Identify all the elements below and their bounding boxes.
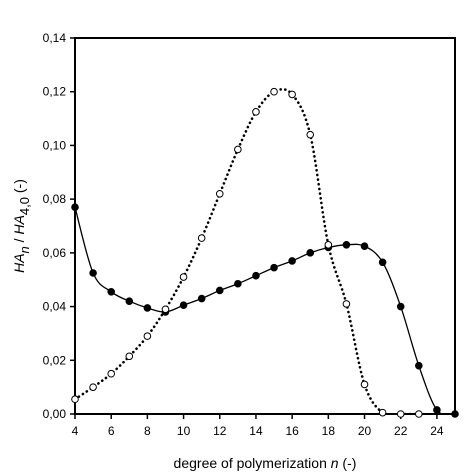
series-2-point — [306, 130, 315, 139]
series-1-point — [433, 406, 441, 414]
series-1-point — [197, 294, 206, 303]
series-2-point — [415, 410, 423, 418]
x-tick-label: 8 — [144, 424, 151, 438]
series-1-point — [252, 271, 260, 280]
y-tick-label: 0,08 — [43, 192, 67, 206]
series-1-point — [215, 286, 224, 295]
series-2-point — [179, 273, 188, 281]
series-2-line — [75, 87, 421, 414]
series-1-point — [360, 242, 369, 250]
series-1-point — [143, 304, 152, 312]
series-2-point — [143, 332, 152, 340]
series-2-point — [252, 108, 260, 116]
series-1-point — [89, 269, 97, 277]
series-2-point — [270, 87, 278, 96]
series-2-point — [360, 380, 369, 389]
series-2-point — [324, 241, 333, 249]
series-1-point — [415, 361, 423, 370]
series-2-point — [71, 395, 79, 404]
series-2-point — [125, 352, 134, 361]
x-tick-label: 16 — [285, 424, 299, 438]
series-2-point — [234, 145, 242, 154]
series-2-point — [161, 305, 170, 314]
x-tick-label: 14 — [249, 424, 263, 438]
series-1-point — [378, 258, 387, 267]
series-1-point — [179, 301, 188, 310]
series-2-point — [288, 90, 296, 99]
x-tick-label: 22 — [394, 424, 408, 438]
x-tick-label: 6 — [108, 424, 115, 438]
x-tick-label: 18 — [322, 424, 336, 438]
series-2-point — [215, 189, 224, 198]
x-tick-label: 4 — [72, 424, 79, 438]
y-tick-label: 0,14 — [43, 31, 67, 45]
series-2-point — [107, 369, 115, 378]
series-1-point — [125, 297, 134, 306]
series-2-point — [342, 300, 351, 308]
x-tick-label: 20 — [358, 424, 372, 438]
series-2 — [75, 87, 421, 414]
y-axis-title: HAn / HA4,0 (-) — [11, 179, 32, 273]
series-2-point — [197, 234, 206, 242]
series-2-point — [396, 410, 405, 418]
series-1-line — [75, 207, 455, 414]
series-2-point — [89, 383, 97, 391]
series-2-point — [378, 408, 387, 417]
x-tick-label: 10 — [177, 424, 191, 438]
series-1 — [75, 207, 455, 414]
series-1-point — [451, 410, 459, 418]
y-tick-label: 0,10 — [43, 138, 67, 152]
y-tick-label: 0,12 — [43, 85, 67, 99]
y-tick-label: 0,00 — [43, 407, 67, 421]
x-tick-label: 24 — [430, 424, 444, 438]
plot-area: 0,00 0,02 0,04 0,06 0,08 0,10 0,12 0,14 4 6 8 10 12 1… — [43, 31, 459, 438]
series-1-point — [306, 249, 315, 257]
y-tick-label: 0,06 — [43, 246, 67, 260]
series-1-point — [342, 241, 351, 249]
y-tick-label: 0,04 — [43, 300, 67, 314]
series-1-point — [107, 288, 115, 296]
x-axis-title: degree of polymerization n (-) — [174, 455, 357, 471]
plot-frame — [74, 37, 456, 415]
y-tick-label: 0,02 — [43, 353, 67, 367]
series-1-point — [71, 203, 79, 211]
x-tick-label: 12 — [213, 424, 227, 438]
series-1-point — [288, 257, 296, 265]
series-1-point — [234, 279, 242, 288]
series-1-point — [396, 302, 405, 311]
series-1-point — [270, 263, 278, 272]
